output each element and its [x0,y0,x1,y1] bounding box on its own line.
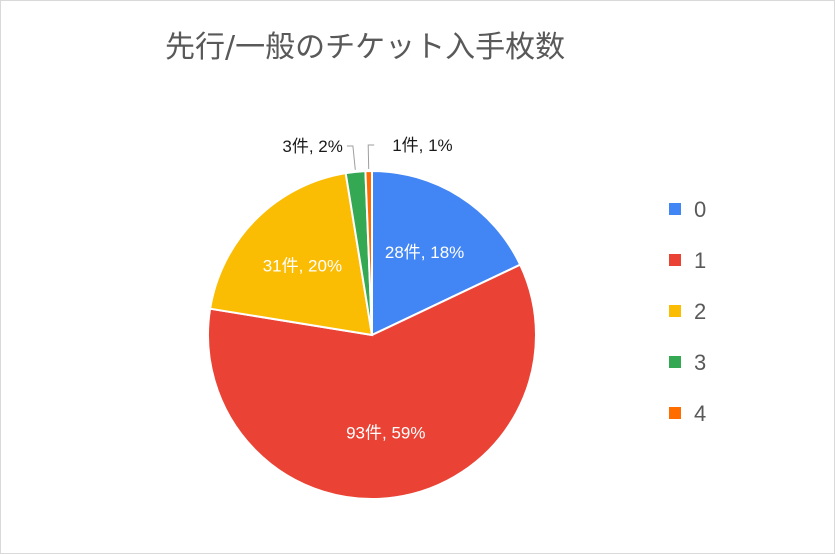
pie-slice-0 [371,169,522,337]
legend: 0 1 2 3 4 [669,197,706,426]
data-label-0: 28件, 18% [385,243,464,262]
data-label-1: 93件, 59% [346,423,425,442]
data-label-3: 3件, 2% [282,137,342,156]
legend-swatch-4 [669,407,681,419]
leader-lines [346,144,375,170]
legend-swatch-0 [669,203,681,215]
leader-line-4 [367,144,375,170]
data-label-2: 31件, 20% [263,256,342,275]
pie-slice-2 [208,171,374,337]
slice-labels: 28件, 18% 93件, 59% 31件, 20% 3件, 2% 1件, 1% [263,136,465,442]
legend-swatch-1 [669,254,681,266]
legend-label-0: 0 [694,197,706,222]
data-label-4: 1件, 1% [392,136,452,155]
legend-swatch-3 [669,356,681,368]
pie-slices [207,169,537,500]
legend-label-3: 3 [694,350,706,375]
pie-slice-4 [364,169,373,336]
legend-label-1: 1 [694,248,706,273]
legend-swatch-2 [669,305,681,317]
pie-slice-1 [207,263,537,500]
leader-line-3 [346,145,356,170]
chart-title: 先行/一般のチケット入手枚数 [165,30,565,65]
legend-label-4: 4 [694,401,706,426]
legend-label-2: 2 [694,299,706,324]
